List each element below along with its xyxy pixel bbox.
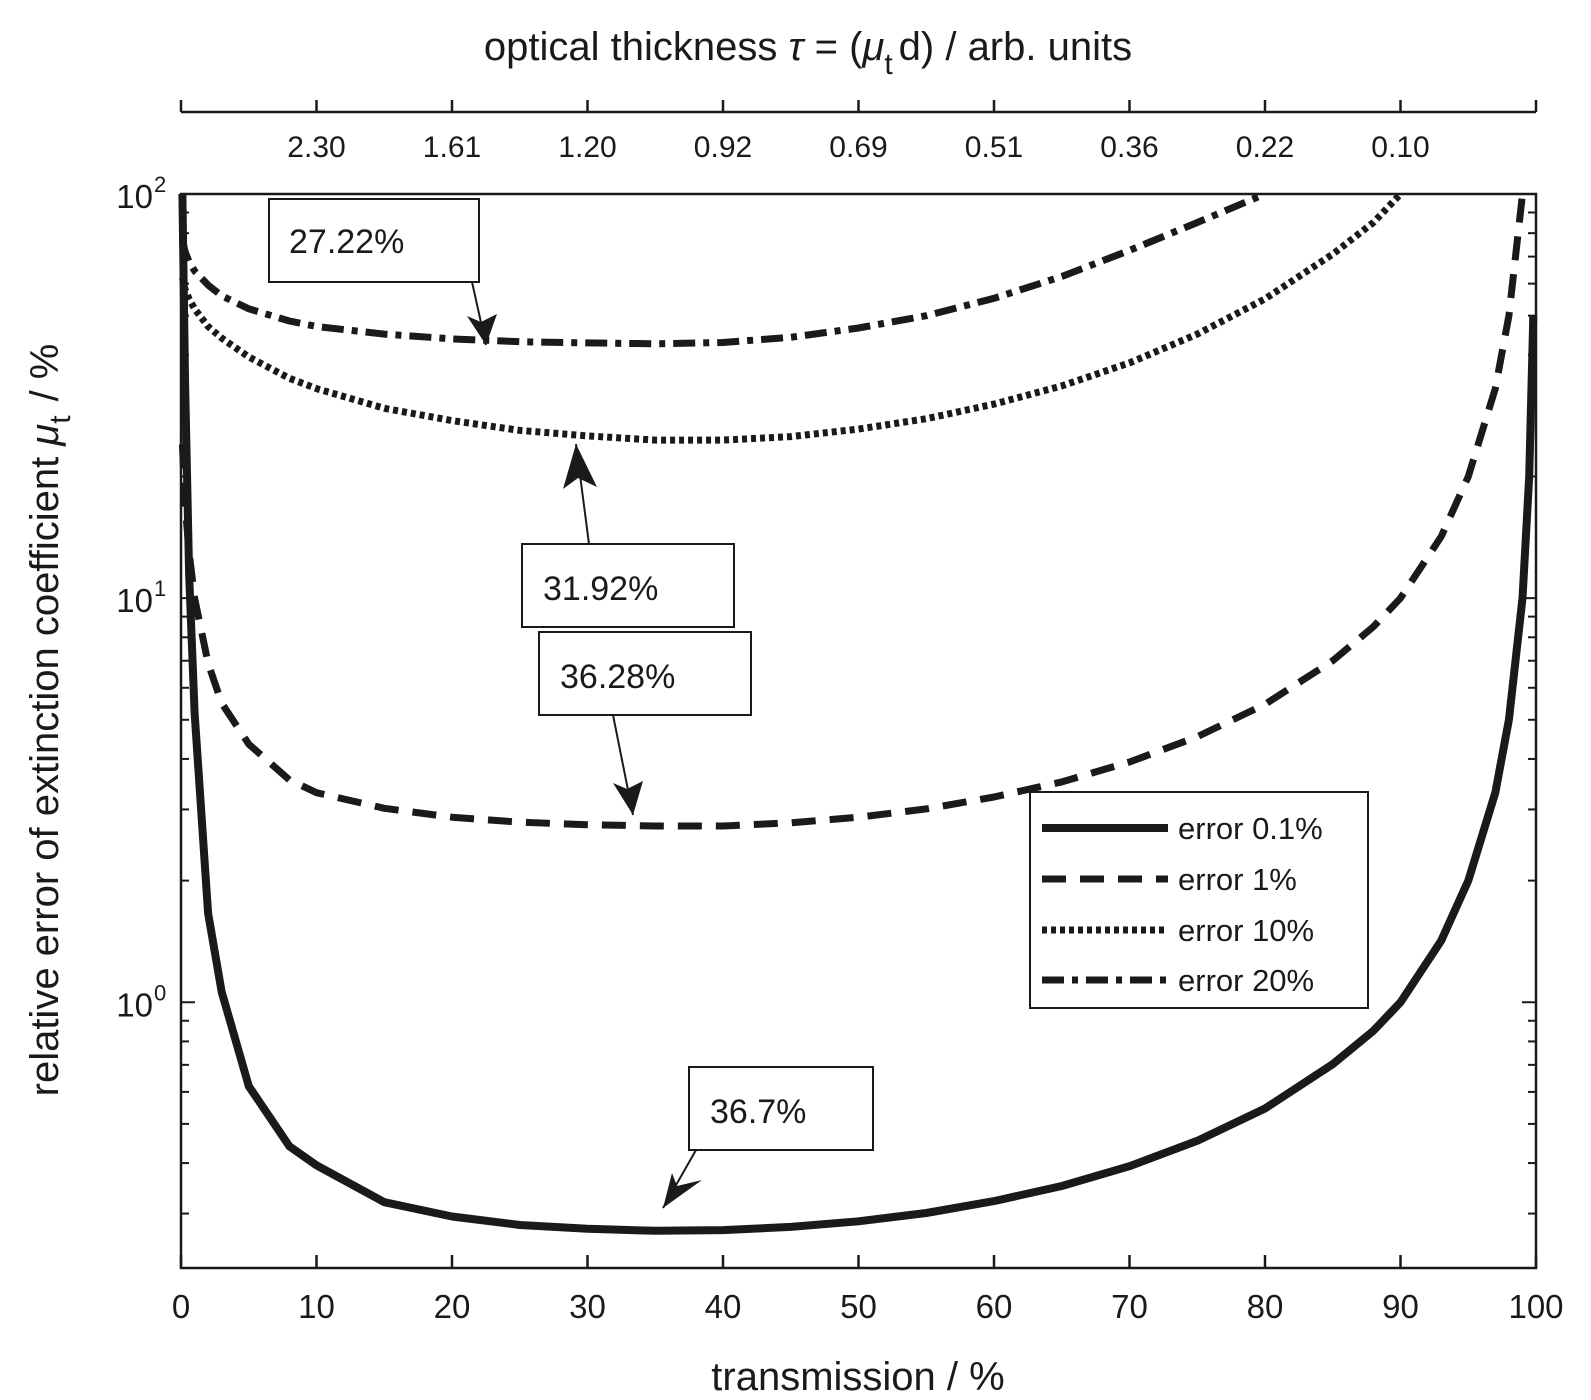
annotation-text-3: 36.28%	[560, 658, 675, 696]
x-tick-label-0: 0	[172, 1288, 190, 1325]
x-tick-label-40: 40	[705, 1288, 742, 1325]
y-tick-label-1: 10	[116, 986, 153, 1023]
annotation-text-2: 31.92%	[543, 570, 658, 608]
top-axis-title-prefix: optical thickness	[484, 25, 777, 69]
series-line-4	[178, 190, 1267, 348]
x-tick-label-100: 100	[1508, 1288, 1563, 1325]
annotation-arrowhead-1	[467, 314, 497, 345]
top-tick-label-2: 1.61	[423, 131, 481, 164]
y-tick-exp-10: 1	[154, 576, 166, 601]
top-axis-title-suffix: d) / arb. units	[899, 25, 1132, 69]
legend-label-1: error 0.1%	[1178, 811, 1323, 846]
top-tick-label-5: 0.69	[829, 131, 887, 164]
top-tick-label-1: 2.30	[287, 131, 345, 164]
annotations: 27.22% 31.92% 36.28% 36.7%	[268, 198, 874, 1209]
x-tick-label-70: 70	[1111, 1288, 1148, 1325]
top-tick-label-6: 0.51	[965, 131, 1023, 164]
y-tick-exp-100: 2	[154, 172, 166, 197]
annotation-box-2	[521, 543, 735, 628]
y-axis-title: relative error of extinction coefficient…	[23, 344, 77, 1097]
series-line-1	[178, 193, 1538, 1235]
y-axis-title-main: relative error of extinction coefficient	[23, 457, 67, 1097]
x-tick-label-30: 30	[569, 1288, 606, 1325]
y-tick-exp-1: 0	[154, 980, 166, 1005]
y-tick-label-10: 10	[116, 582, 153, 619]
legend-label-2: error 1%	[1178, 862, 1297, 897]
top-axis-title-sub: t	[884, 48, 893, 81]
x-tick-label-60: 60	[976, 1288, 1013, 1325]
top-axis-title: optical thickness τ = (μt d) / arb. units	[484, 25, 1132, 81]
legend-label-3: error 10%	[1178, 913, 1314, 948]
series-line-3	[178, 191, 1404, 444]
top-axis-title-mu: μ	[861, 25, 884, 69]
x-axis-title: transmission / %	[711, 1355, 1004, 1399]
x-tick-label-80: 80	[1247, 1288, 1284, 1325]
x-tick-label-20: 20	[434, 1288, 471, 1325]
top-axis-title-eq: = (	[815, 25, 863, 69]
annotation-arrowhead-2	[563, 444, 597, 489]
annotation-text-4: 36.7%	[710, 1093, 806, 1131]
top-tick-label-8: 0.22	[1236, 131, 1294, 164]
y-axis-title-unit: / %	[23, 344, 67, 402]
series-layer	[178, 190, 1538, 1235]
annotation-arrowhead-3	[613, 781, 643, 815]
top-tick-label-9: 0.10	[1371, 131, 1429, 164]
y-axis-title-sub: t	[44, 415, 77, 424]
annotation-box-3	[538, 631, 752, 716]
series-line-2	[178, 193, 1526, 830]
x-tick-label-90: 90	[1382, 1288, 1419, 1325]
legend-label-4: error 20%	[1178, 963, 1314, 998]
annotation-arrowhead-4	[663, 1173, 702, 1208]
top-axis-title-tau: τ	[789, 25, 807, 69]
y-axis-title-mu: μ	[23, 424, 67, 447]
top-tick-label-4: 0.92	[694, 131, 752, 164]
annotation-box-4	[688, 1066, 874, 1151]
top-tick-label-3: 1.20	[558, 131, 616, 164]
annotation-text-1: 27.22%	[289, 223, 404, 261]
x-tick-label-50: 50	[840, 1288, 877, 1325]
annotation-box-1	[268, 198, 480, 283]
x-tick-label-10: 10	[298, 1288, 335, 1325]
y-tick-label-100: 10	[116, 178, 153, 215]
top-tick-label-7: 0.36	[1100, 131, 1158, 164]
legend: error 0.1% error 1% error 10% error 20%	[1029, 791, 1369, 1009]
